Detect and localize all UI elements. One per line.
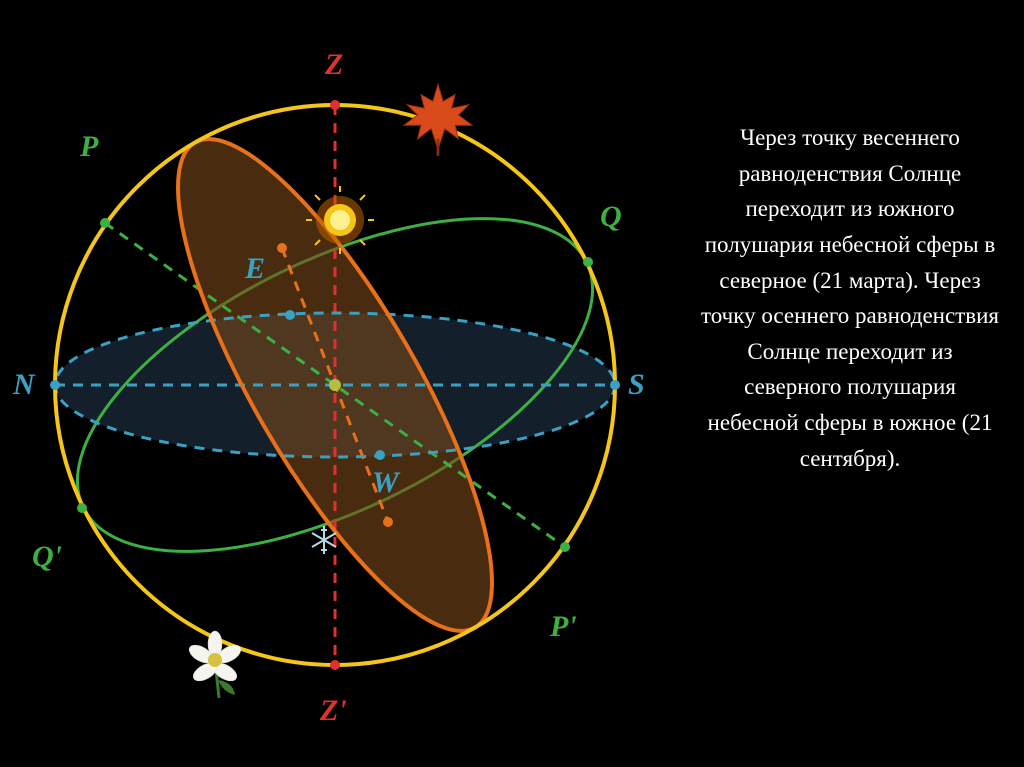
label-pp: P' [550,610,577,644]
label-z: Z [325,48,343,82]
maple-leaf-icon [404,84,472,155]
label-qp: Q' [32,540,62,574]
description-text: Через точку весеннего равноденствия Солн… [700,120,1000,476]
center-point [329,379,341,391]
zenith-point [330,100,340,110]
ecliptic-pole-top [277,243,287,253]
point-q [583,257,593,267]
label-s: S [628,368,645,402]
south-point [610,380,620,390]
label-p: P [80,130,98,164]
sun-icon [306,186,374,254]
flower-icon [186,631,244,698]
label-zp: Z' [320,694,347,728]
ecliptic-pole-bottom [383,517,393,527]
point-q-prime [77,503,87,513]
north-point [50,380,60,390]
pole-p [100,218,110,228]
celestial-sphere-diagram: Z Z' N S P P' Q Q' E W [0,0,670,767]
label-n: N [13,368,35,402]
label-w: W [372,466,399,500]
label-q: Q [600,200,622,234]
nadir-point [330,660,340,670]
label-e: E [245,252,265,286]
pole-p-prime [560,542,570,552]
west-point [375,450,385,460]
east-point [285,310,295,320]
